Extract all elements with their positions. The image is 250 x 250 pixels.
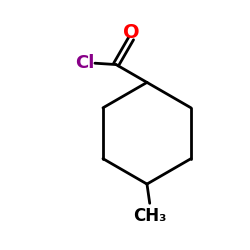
- Text: Cl: Cl: [75, 54, 94, 72]
- Text: CH₃: CH₃: [133, 207, 166, 225]
- Text: O: O: [123, 23, 140, 42]
